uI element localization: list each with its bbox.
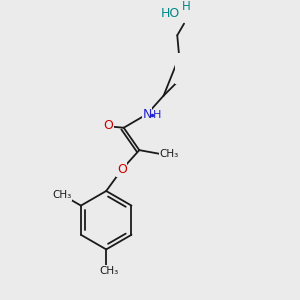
Text: CH₃: CH₃ — [160, 149, 179, 159]
Text: O: O — [117, 163, 127, 176]
Text: N: N — [142, 108, 152, 121]
Text: O: O — [103, 119, 113, 132]
Text: CH₃: CH₃ — [52, 190, 72, 200]
Text: H: H — [182, 0, 190, 13]
Text: CH₃: CH₃ — [100, 266, 119, 276]
Text: HO: HO — [161, 8, 180, 20]
Bar — [175, 53, 206, 84]
Text: H: H — [153, 110, 161, 120]
